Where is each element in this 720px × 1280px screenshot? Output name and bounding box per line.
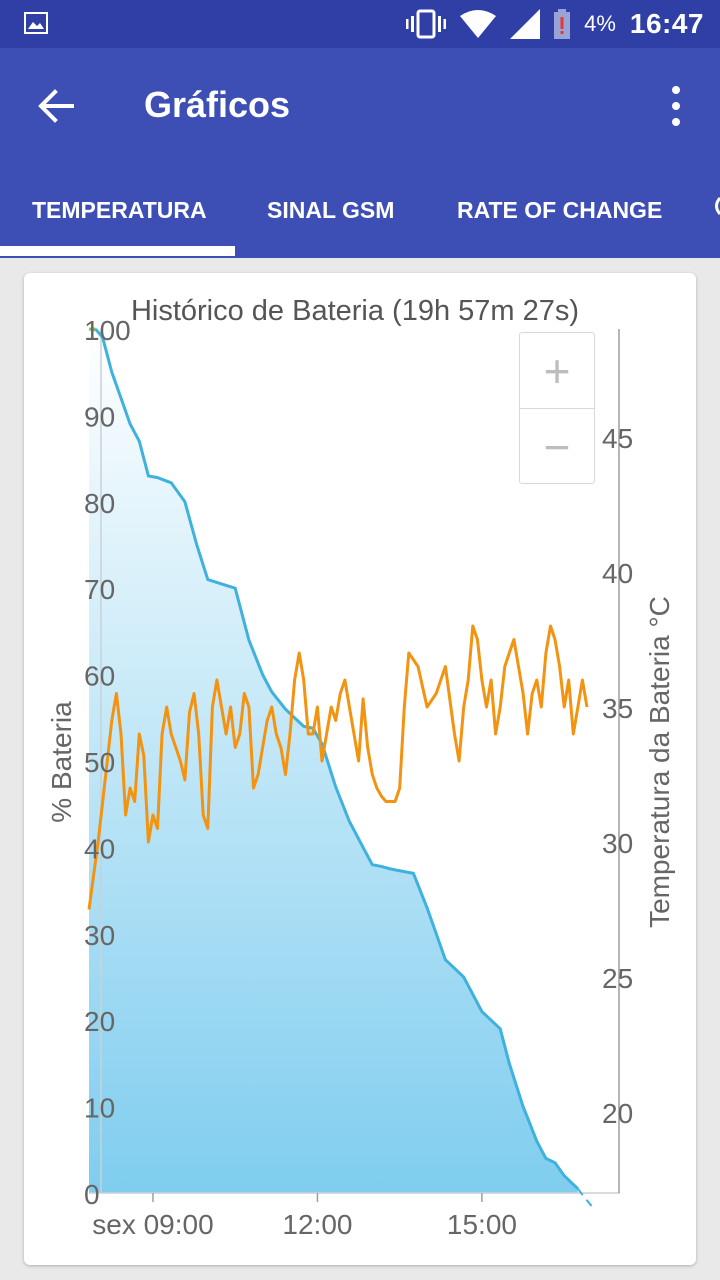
tab-indicator <box>0 246 235 256</box>
plus-icon: + <box>543 344 571 397</box>
tab-overflow-glyph[interactable] <box>712 196 720 216</box>
x-tick-label: sex 09:00 <box>92 1209 213 1240</box>
signal-icon <box>510 9 541 39</box>
back-arrow-icon[interactable] <box>36 86 76 126</box>
y-tick-left: 70 <box>84 574 115 605</box>
battery-line <box>88 327 579 1190</box>
wifi-icon <box>460 10 497 38</box>
y-tick-right: 40 <box>602 558 633 589</box>
y-ticks-right: 20 25 30 35 40 45 <box>602 423 633 1129</box>
y-axis-label-right: Temperatura da Bateria °C <box>644 596 675 928</box>
y-tick-left: 30 <box>84 920 115 951</box>
y-tick-right: 45 <box>602 423 633 454</box>
x-ticks: sex 09:00 12:00 15:00 <box>92 1193 517 1240</box>
y-tick-right: 25 <box>602 963 633 994</box>
gallery-icon <box>24 12 48 34</box>
tab-temperatura[interactable]: TEMPERATURA <box>32 197 207 223</box>
minus-icon: − <box>543 420 571 473</box>
zoom-out-button[interactable]: − <box>520 409 594 484</box>
zoom-controls: + − <box>519 332 595 484</box>
page-title: Gráficos <box>144 84 291 125</box>
battery-alert-icon <box>554 9 571 39</box>
y-tick-left: 20 <box>84 1006 115 1037</box>
x-tick-label: 12:00 <box>282 1209 352 1240</box>
x-tick-label: 15:00 <box>447 1209 517 1240</box>
y-tick-left: 60 <box>84 661 115 692</box>
zoom-in-button[interactable]: + <box>520 333 594 409</box>
clock: 16:47 <box>629 8 704 39</box>
y-tick-right: 30 <box>602 828 633 859</box>
y-tick-left: 40 <box>84 833 115 864</box>
more-vert-icon[interactable] <box>664 84 688 128</box>
y-axis-label-left: % Bateria <box>46 701 77 823</box>
y-ticks-left: 0 10 20 30 40 50 60 70 80 90 100 <box>84 315 131 1210</box>
app-bar: Gráficos <box>0 48 720 160</box>
y-tick-left: 100 <box>84 315 131 346</box>
tab-sinal-gsm[interactable]: SINAL GSM <box>267 197 395 223</box>
y-tick-right: 20 <box>602 1098 633 1129</box>
battery-line-projection <box>577 1188 593 1207</box>
y-tick-left: 0 <box>84 1179 100 1210</box>
status-bar: 4% 16:47 <box>0 0 720 48</box>
y-tick-right: 35 <box>602 693 633 724</box>
chart-title: Histórico de Bateria (19h 57m 27s) <box>131 295 579 327</box>
battery-area <box>89 329 578 1193</box>
vibrate-icon <box>406 9 447 39</box>
tab-rate-of-change[interactable]: RATE OF CHANGE <box>457 197 663 223</box>
battery-percent: 4% <box>584 11 616 36</box>
y-tick-left: 10 <box>84 1093 115 1124</box>
temperature-line <box>87 624 589 910</box>
tab-bar: TEMPERATURA SINAL GSM RATE OF CHANGE <box>0 160 720 258</box>
y-tick-left: 80 <box>84 488 115 519</box>
y-tick-left: 90 <box>84 401 115 432</box>
y-tick-left: 50 <box>84 747 115 778</box>
